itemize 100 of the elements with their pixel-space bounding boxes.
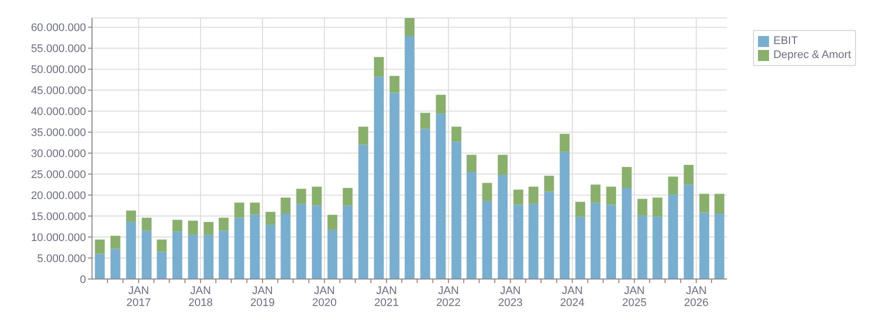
bar	[296, 188, 306, 204]
bar	[218, 230, 229, 279]
bar	[280, 198, 290, 214]
bar	[374, 76, 384, 279]
bar	[652, 198, 662, 217]
bar	[466, 172, 476, 279]
bar	[498, 154, 508, 175]
bar	[374, 57, 384, 77]
bar	[172, 220, 182, 232]
bar	[452, 142, 462, 279]
bar	[482, 200, 492, 279]
bar	[342, 206, 353, 279]
x-tick-label: JAN 2024	[560, 285, 585, 309]
bar	[714, 214, 724, 279]
bar	[714, 194, 724, 214]
bar	[328, 214, 338, 230]
bar	[684, 164, 694, 185]
bar	[312, 186, 322, 206]
bar	[699, 194, 710, 213]
bar	[575, 216, 586, 279]
bar	[668, 176, 678, 195]
bar	[466, 154, 476, 172]
bar	[436, 94, 446, 114]
x-tick-label: JAN 2025	[622, 285, 647, 309]
bar	[204, 222, 214, 235]
y-tick-label: 60.000.000	[30, 22, 86, 34]
bar	[436, 114, 446, 279]
bar	[637, 216, 648, 279]
y-tick-label: 25.000.000	[30, 169, 86, 181]
bar	[544, 192, 554, 279]
x-tick-label: JAN 2018	[188, 285, 213, 309]
bar	[328, 230, 338, 279]
bar	[575, 202, 586, 217]
bar	[684, 184, 694, 279]
bar	[622, 166, 632, 188]
bar	[590, 202, 600, 279]
bar	[172, 232, 182, 279]
bar	[498, 174, 508, 279]
bar	[358, 144, 368, 279]
y-tick-label: 5.000.000	[37, 252, 86, 265]
bar	[156, 252, 167, 279]
bar	[266, 224, 276, 279]
bar	[560, 152, 570, 279]
bar	[606, 186, 616, 205]
x-tick-label: JAN 2023	[498, 285, 523, 309]
x-tick-label: JAN 2022	[436, 285, 461, 309]
bar	[234, 202, 244, 218]
bar	[560, 134, 570, 152]
bar	[513, 204, 524, 279]
x-tick-label: JAN 2020	[312, 285, 337, 309]
bar	[110, 248, 120, 279]
bar	[637, 198, 648, 216]
y-tick-label: 0	[80, 274, 86, 286]
bar	[528, 204, 538, 279]
bar	[513, 190, 524, 205]
bar	[94, 240, 105, 254]
bar	[668, 194, 678, 279]
x-tick-label: JAN 2021	[374, 285, 399, 309]
bar	[296, 204, 306, 279]
bar	[188, 234, 198, 279]
bar	[126, 210, 136, 222]
y-tick-label: 55.000.000	[30, 43, 86, 56]
bar	[358, 126, 368, 145]
bar	[699, 212, 710, 279]
bar	[280, 214, 290, 279]
bar	[142, 230, 152, 279]
x-tick-label: JAN 2019	[250, 285, 275, 309]
bar	[188, 220, 198, 235]
bar	[156, 240, 167, 252]
bar	[420, 128, 430, 279]
y-tick-label: 10.000.000	[30, 232, 86, 244]
y-tick-label: 40.000.000	[30, 106, 86, 118]
bar	[142, 218, 152, 231]
bar	[312, 206, 322, 279]
y-tick-label: 20.000.000	[30, 190, 86, 202]
bar	[390, 92, 400, 279]
x-tick-label: JAN 2026	[684, 285, 709, 309]
y-tick-label: 15.000.000	[30, 210, 86, 223]
x-tick-label: JAN 2017	[126, 285, 151, 309]
bar	[250, 214, 260, 279]
legend-label: EBIT	[773, 34, 798, 48]
y-tick-label: 45.000.000	[30, 85, 86, 98]
bar	[218, 218, 229, 231]
bar	[420, 112, 430, 129]
bar	[342, 188, 353, 206]
bar	[452, 126, 462, 142]
bar	[606, 204, 616, 279]
legend-label: Deprec & Amort	[773, 48, 851, 62]
bar	[590, 184, 600, 203]
bar	[544, 176, 554, 192]
bar	[110, 236, 120, 249]
bar	[652, 216, 662, 279]
bar	[390, 76, 400, 93]
bar	[204, 234, 214, 279]
bar	[622, 188, 632, 279]
bar	[266, 212, 276, 225]
bar	[94, 254, 105, 279]
bar	[404, 36, 415, 279]
bar	[126, 222, 136, 279]
bar	[528, 186, 538, 204]
